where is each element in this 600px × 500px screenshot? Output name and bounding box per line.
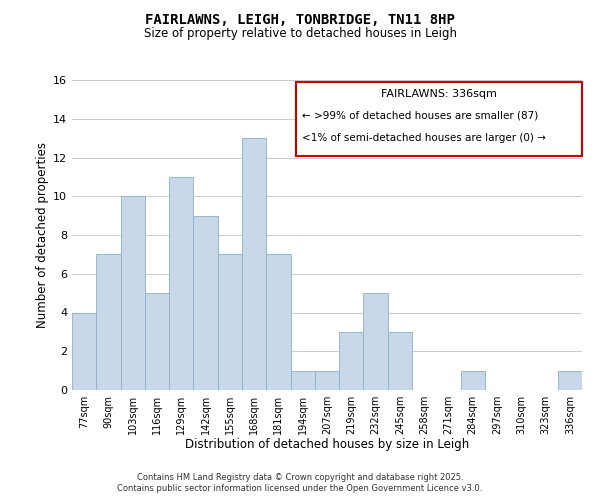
Bar (461, 370, 485, 390)
Text: FAIRLAWNS: 336sqm: FAIRLAWNS: 336sqm (381, 90, 497, 100)
Y-axis label: Number of detached properties: Number of detached properties (36, 142, 49, 328)
Bar (193, 216, 218, 390)
Bar (290, 370, 315, 390)
Bar (121, 196, 145, 390)
Text: Contains public sector information licensed under the Open Government Licence v3: Contains public sector information licen… (118, 484, 482, 493)
Bar (72, 312, 96, 390)
Text: Contains HM Land Registry data © Crown copyright and database right 2025.: Contains HM Land Registry data © Crown c… (137, 472, 463, 482)
Bar (218, 254, 242, 390)
FancyBboxPatch shape (296, 82, 582, 156)
X-axis label: Distribution of detached houses by size in Leigh: Distribution of detached houses by size … (185, 438, 469, 452)
Bar (145, 293, 169, 390)
Text: ← >99% of detached houses are smaller (87): ← >99% of detached houses are smaller (8… (302, 111, 538, 121)
Bar (558, 370, 582, 390)
Text: <1% of semi-detached houses are larger (0) →: <1% of semi-detached houses are larger (… (302, 132, 545, 142)
Text: FAIRLAWNS, LEIGH, TONBRIDGE, TN11 8HP: FAIRLAWNS, LEIGH, TONBRIDGE, TN11 8HP (145, 12, 455, 26)
Bar (364, 293, 388, 390)
Bar (96, 254, 121, 390)
Bar (388, 332, 412, 390)
Bar (169, 177, 193, 390)
Bar (242, 138, 266, 390)
Bar (339, 332, 364, 390)
Bar (315, 370, 339, 390)
Text: Size of property relative to detached houses in Leigh: Size of property relative to detached ho… (143, 28, 457, 40)
Bar (266, 254, 290, 390)
